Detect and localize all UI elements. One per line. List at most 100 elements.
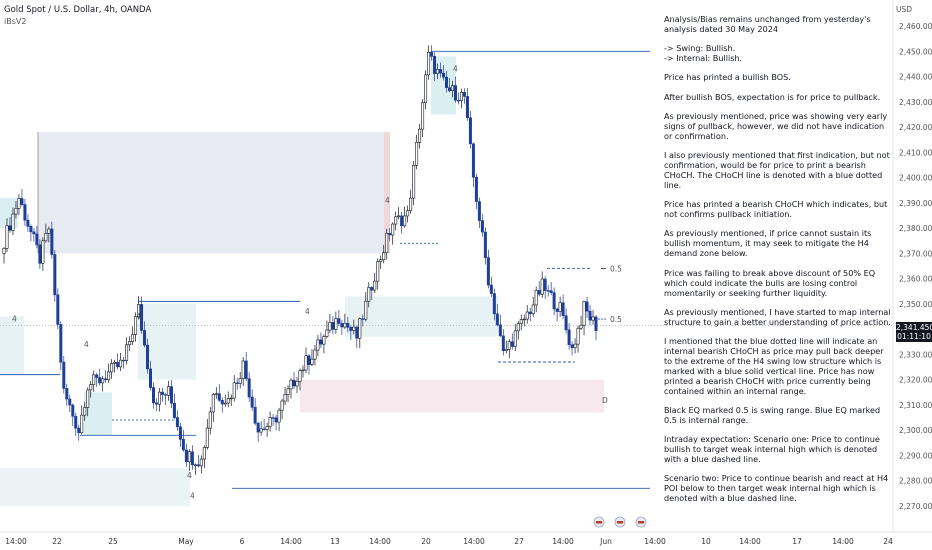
candle [412, 165, 416, 199]
candle [579, 324, 583, 329]
current-price-tag: 2,341.450 01:11:10 [896, 322, 932, 342]
candle [119, 359, 123, 368]
candle [322, 336, 326, 345]
time-tick-label: 14:00 [463, 537, 485, 546]
candle [439, 69, 443, 74]
candle [477, 201, 481, 221]
candle [241, 360, 245, 379]
candle [510, 341, 514, 347]
candle [310, 358, 314, 365]
candle [53, 254, 57, 296]
candle [5, 225, 9, 249]
candle [415, 142, 419, 166]
candle [313, 349, 317, 360]
candle [187, 451, 191, 463]
candle [26, 219, 30, 227]
candle [59, 324, 63, 363]
candle [442, 72, 446, 78]
candle [217, 393, 221, 401]
candle [89, 384, 93, 391]
price-tick-label: 2,440.000 [899, 73, 932, 82]
candle [459, 91, 463, 101]
candle [143, 330, 147, 346]
candle [128, 341, 132, 346]
candle [47, 228, 51, 234]
time-tick-label: May [178, 537, 194, 546]
price-tick-label: 2,290.000 [899, 451, 932, 460]
candle [555, 308, 559, 312]
candle [522, 318, 526, 321]
candle [450, 85, 454, 92]
candle [11, 213, 15, 231]
candle [379, 259, 383, 262]
candle [337, 318, 341, 324]
analysis-paragraph: I mentioned that the blue dotted line wi… [664, 335, 884, 396]
candle [166, 386, 170, 396]
supply-zone [38, 132, 390, 254]
candle [537, 290, 541, 295]
candle [588, 310, 592, 321]
time-tick-label: 27 [514, 537, 524, 546]
candle [283, 394, 287, 402]
candle [172, 402, 176, 418]
candle [561, 302, 565, 316]
candle [436, 69, 440, 74]
price-tick-label: 2,430.000 [899, 98, 932, 107]
candle [304, 355, 308, 371]
candle [74, 415, 78, 429]
candle [23, 204, 27, 221]
candle [163, 394, 167, 396]
candle [274, 417, 278, 423]
time-tick-label: 14:00 [832, 537, 854, 546]
structure-marker: 4 [12, 315, 17, 324]
candle [298, 370, 302, 382]
candle [101, 378, 105, 384]
analysis-paragraph: As previously mentioned, I have started … [664, 306, 891, 327]
candle [331, 322, 335, 330]
candle [238, 378, 242, 384]
candle [534, 290, 538, 306]
candle [56, 294, 60, 325]
candle [465, 96, 469, 119]
candle [80, 414, 84, 434]
candle [286, 388, 290, 395]
chart-title: Gold Spot / U.S. Dollar, 4h, OANDA [4, 5, 152, 15]
candle [421, 102, 425, 130]
flag-icon [617, 521, 623, 524]
demand-zone [300, 379, 604, 413]
candle [178, 426, 182, 440]
candle [385, 233, 389, 254]
candle [220, 399, 224, 405]
candle [364, 300, 368, 320]
candle [418, 128, 422, 143]
candle [8, 225, 12, 231]
candle [146, 344, 150, 370]
analysis-paragraph: After bullish BOS, expectation is for pr… [664, 91, 881, 102]
price-tick-label: 2,450.000 [899, 47, 932, 56]
candle [585, 301, 589, 312]
candle [113, 361, 117, 364]
flag-icon [596, 521, 602, 524]
candle [277, 409, 281, 423]
ltf-zone-left [0, 316, 24, 375]
time-tick-label: 24 [883, 537, 893, 546]
candle [137, 304, 141, 317]
candle [256, 422, 260, 433]
candle [301, 369, 305, 372]
candle [140, 304, 144, 331]
candle [486, 257, 490, 286]
swing-eq-label: 0.5 [610, 265, 622, 274]
candle [453, 85, 457, 101]
time-tick-label: 14:00 [369, 537, 391, 546]
candle [154, 402, 158, 405]
candle [552, 292, 556, 310]
candle [104, 378, 108, 381]
time-tick-label: 13 [330, 537, 340, 546]
candle [35, 233, 39, 246]
time-tick-label: 14:00 [644, 537, 666, 546]
price-tick-label: 2,460.000 [899, 22, 932, 31]
candle [594, 316, 598, 331]
price-tick-label: 2,380.000 [899, 224, 932, 233]
analysis-paragraph: Scenario two: Price to continue bearish … [664, 473, 889, 504]
